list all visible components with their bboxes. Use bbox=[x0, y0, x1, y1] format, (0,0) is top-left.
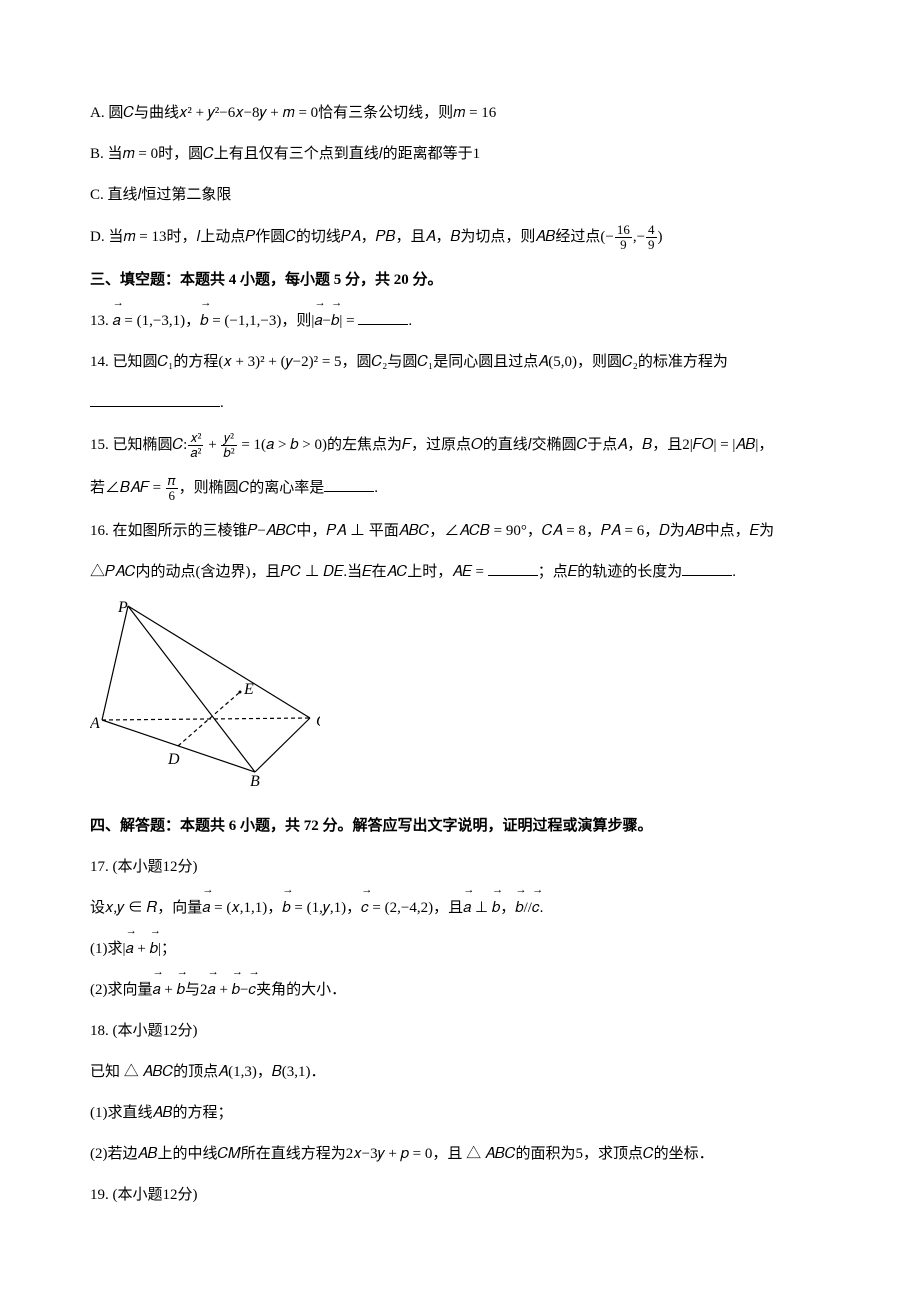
vec-b-17c: 𝑏 bbox=[515, 895, 523, 922]
q15-part-f: . bbox=[374, 480, 378, 496]
question-17: 17. (本小题12分) bbox=[90, 854, 830, 881]
vector-b-2: 𝑏 bbox=[331, 308, 339, 335]
vector-a: 𝑎 bbox=[113, 308, 121, 335]
vec-a-p2b: 𝑎 bbox=[208, 977, 216, 1004]
question-15-line1: 15. 已知椭圆𝐶:𝑥²𝑎² + 𝑦²𝑏² = 1(𝑎 > 𝑏 > 0)的左焦点… bbox=[90, 431, 830, 461]
vec-c-p2: 𝑐 bbox=[249, 977, 257, 1004]
vec-b-17b: 𝑏 bbox=[492, 895, 500, 922]
q17-1b: = (𝑥,1,1)， bbox=[210, 900, 282, 916]
q17-1f: ， bbox=[500, 900, 515, 916]
q13-part-d: − bbox=[323, 313, 331, 329]
q17-3d: + bbox=[216, 982, 232, 998]
q17-1d: = (2,−4,2)，且 bbox=[369, 900, 463, 916]
q17-3a: (2)求向量 bbox=[90, 982, 153, 998]
question-19: 19. (本小题12分) bbox=[90, 1182, 830, 1209]
question-18-setup: 已知 △ 𝐴𝐵𝐶的顶点𝐴(1,3)，𝐵(3,1)． bbox=[90, 1059, 830, 1086]
q17-2c: |； bbox=[158, 941, 176, 957]
q13-part-a: 13. bbox=[90, 313, 113, 329]
option-c: C. 直线𝑙恒过第二象限 bbox=[90, 182, 830, 209]
question-18-part2: (2)若边𝐴𝐵上的中线𝐶𝑀所在直线方程为2𝑥−3𝑦 + 𝑝 = 0，且 △ 𝐴𝐵… bbox=[90, 1141, 830, 1168]
q15-part-a: 15. 已知椭圆𝐶: bbox=[90, 437, 187, 453]
vector-b: 𝑏 bbox=[200, 308, 208, 335]
question-18-part1: (1)求直线𝐴𝐵的方程； bbox=[90, 1100, 830, 1127]
fraction-y2-b2: 𝑦²𝑏² bbox=[221, 431, 236, 461]
vec-a-17: 𝑎 bbox=[202, 895, 210, 922]
q17-2b: + bbox=[134, 941, 150, 957]
vec-c-17: 𝑐 bbox=[361, 895, 369, 922]
vec-b-p2: 𝑏 bbox=[177, 977, 185, 1004]
svg-text:C: C bbox=[316, 713, 320, 730]
option-b: B. 当𝑚 = 0时，圆𝐶上有且仅有三个点到直线𝑙的距离都等于1 bbox=[90, 141, 830, 168]
q17-3c: 与2 bbox=[185, 982, 208, 998]
option-d-text-a: D. 当𝑚 = 13时，𝑙上动点𝑃作圆𝐶的切线𝑃𝐴，𝑃𝐵，且𝐴，𝐵为切点，则𝐴𝐵… bbox=[90, 229, 614, 245]
q17-1c: = (1,𝑦,1)， bbox=[291, 900, 361, 916]
vec-b-p2b: 𝑏 bbox=[232, 977, 240, 1004]
q17-3f: 夹角的大小． bbox=[256, 982, 346, 998]
svg-text:B: B bbox=[250, 773, 260, 790]
option-a: A. 圆𝐶与曲线𝑥² + 𝑦²−6𝑥−8𝑦 + 𝑚 = 0恰有三条公切线，则𝑚 … bbox=[90, 100, 830, 127]
question-17-part1: (1)求|𝑎 + 𝑏|； bbox=[90, 936, 830, 963]
q15-part-e: ，则椭圆𝐶的离心率是 bbox=[179, 480, 325, 496]
q13-part-e: | = bbox=[339, 313, 358, 329]
svg-text:D: D bbox=[167, 751, 180, 768]
q13-part-c: = (−1,1,−3)，则| bbox=[208, 313, 314, 329]
q17-3e: − bbox=[240, 982, 248, 998]
question-17-setup: 设𝑥,𝑦 ∈ 𝑅，向量𝑎 = (𝑥,1,1)，𝑏 = (1,𝑦,1)，𝑐 = (… bbox=[90, 895, 830, 922]
vec-a-17b: 𝑎 bbox=[463, 895, 471, 922]
option-d-text-c: ) bbox=[658, 229, 663, 245]
question-14-line1: 14. 已知圆𝐶₁的方程(𝑥 + 3)² + (𝑦−2)² = 5，圆𝐶₂与圆𝐶… bbox=[90, 349, 830, 376]
svg-text:P: P bbox=[117, 600, 128, 616]
blank-q14 bbox=[90, 392, 220, 407]
q16-part-c: ；点𝐸的轨迹的长度为 bbox=[538, 564, 683, 580]
section-3-heading: 三、填空题：本题共 4 小题，每小题 5 分，共 20 分。 bbox=[90, 267, 830, 294]
vector-a-2: 𝑎 bbox=[314, 308, 322, 335]
vec-b-p1: 𝑏 bbox=[150, 936, 158, 963]
option-d: D. 当𝑚 = 13时，𝑙上动点𝑃作圆𝐶的切线𝑃𝐴，𝑃𝐵，且𝐴，𝐵为切点，则𝐴𝐵… bbox=[90, 223, 830, 253]
fraction-16-9: 169 bbox=[615, 223, 632, 253]
option-d-text-b: ,− bbox=[633, 229, 645, 245]
q13-part-b: = (1,−3,1)， bbox=[121, 313, 200, 329]
vec-b-17: 𝑏 bbox=[282, 895, 290, 922]
q15-part-c: = 1(𝑎 > 𝑏 > 0)的左焦点为𝐹，过原点𝑂的直线𝑙交椭圆𝐶于点𝐴，𝐵，且… bbox=[238, 437, 774, 453]
svg-text:A: A bbox=[90, 715, 100, 732]
q17-1e: ⊥ bbox=[471, 900, 492, 916]
q17-1a: 设𝑥,𝑦 ∈ 𝑅，向量 bbox=[90, 900, 202, 916]
question-16-line2: △𝑃𝐴𝐶内的动点(含边界)，且𝑃𝐶 ⊥ 𝐷𝐸.当𝐸在𝐴𝐶上时，𝐴𝐸 = ；点𝐸的… bbox=[90, 559, 830, 586]
q16-part-b: △𝑃𝐴𝐶内的动点(含边界)，且𝑃𝐶 ⊥ 𝐷𝐸.当𝐸在𝐴𝐶上时，𝐴𝐸 = bbox=[90, 564, 488, 580]
blank-q16b bbox=[682, 561, 732, 576]
vec-a-p2: 𝑎 bbox=[153, 977, 161, 1004]
q13-part-f: . bbox=[408, 313, 412, 329]
question-17-part2: (2)求向量𝑎 + 𝑏与2𝑎 + 𝑏−𝑐夹角的大小． bbox=[90, 977, 830, 1004]
q17-3b: + bbox=[161, 982, 177, 998]
q17-1h: . bbox=[540, 900, 544, 916]
svg-text:E: E bbox=[243, 681, 254, 698]
vec-c-17b: 𝑐 bbox=[532, 895, 540, 922]
section-4-heading: 四、解答题：本题共 6 小题，共 72 分。解答应写出文字说明，证明过程或演算步… bbox=[90, 813, 830, 840]
fraction-x2-a2: 𝑥²𝑎² bbox=[188, 431, 203, 461]
question-14-line2: . bbox=[90, 390, 830, 417]
pyramid-diagram: P A B C D E bbox=[90, 600, 830, 795]
q15-part-d: 若∠𝐵𝐴𝐹 = bbox=[90, 480, 165, 496]
q17-1g: // bbox=[524, 900, 532, 916]
q14-end: . bbox=[220, 395, 224, 411]
blank-q13 bbox=[358, 310, 408, 325]
fraction-pi-6: 𝜋6 bbox=[166, 474, 178, 504]
question-16-line1: 16. 在如图所示的三棱锥𝑃−𝐴𝐵𝐶中，𝑃𝐴 ⊥ 平面𝐴𝐵𝐶，∠𝐴𝐶𝐵 = 90… bbox=[90, 518, 830, 545]
fraction-4-9: 49 bbox=[646, 223, 657, 253]
question-15-line2: 若∠𝐵𝐴𝐹 = 𝜋6，则椭圆𝐶的离心率是. bbox=[90, 474, 830, 504]
blank-q16a bbox=[488, 561, 538, 576]
vec-a-p1: 𝑎 bbox=[126, 936, 134, 963]
blank-q15 bbox=[324, 477, 374, 492]
question-13: 13. 𝑎 = (1,−3,1)，𝑏 = (−1,1,−3)，则|𝑎−𝑏| = … bbox=[90, 308, 830, 335]
q15-part-b: + bbox=[204, 437, 220, 453]
q16-part-d: . bbox=[732, 564, 736, 580]
q17-2a: (1)求| bbox=[90, 941, 126, 957]
question-18: 18. (本小题12分) bbox=[90, 1018, 830, 1045]
